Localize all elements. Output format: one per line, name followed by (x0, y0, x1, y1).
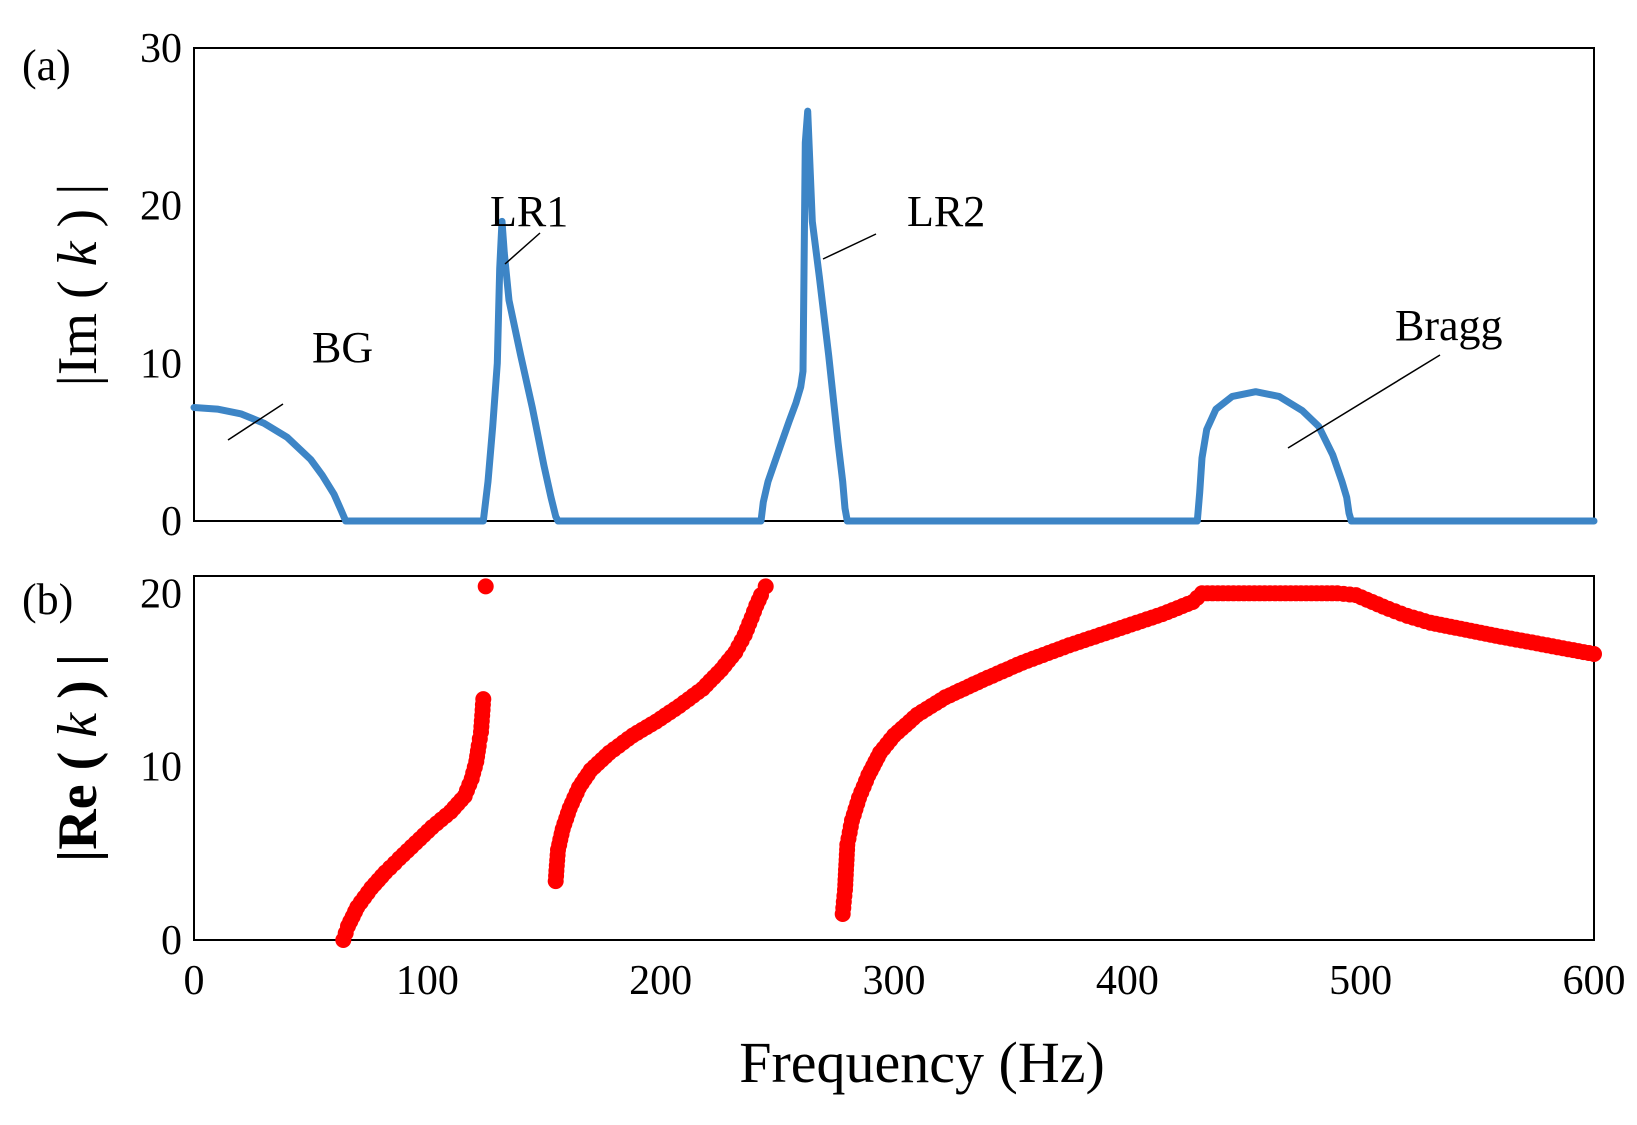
panel-a-ytick-label: 0 (161, 499, 182, 545)
annotation-lr1-leader (504, 232, 541, 265)
panel-b-ylabel: |Re ( k ) | (47, 654, 109, 862)
panel-b-xtick-label: 500 (1329, 958, 1392, 1004)
panel-b-series (335, 578, 1602, 948)
annotation-bg-leader (227, 403, 284, 441)
x-axis-label: Frequency (Hz) (739, 1030, 1105, 1095)
im-k-series-line (190, 107, 1598, 525)
panel-a-ytick-label: 20 (140, 184, 182, 230)
panel-b-xtick-label: 0 (184, 958, 205, 1004)
panel-b-frame (193, 575, 1595, 941)
panel-b-xtick-label: 400 (1096, 958, 1159, 1004)
annotation-bragg-leader (1287, 354, 1441, 449)
annotation-bragg: Bragg (1395, 301, 1503, 350)
panel-b-label: (b) (22, 575, 73, 624)
panel-a-label: (a) (22, 41, 71, 90)
re-k-point (475, 691, 492, 708)
panel-b-xticks: 0 100 200 300 400 500 600 (184, 958, 1626, 1004)
annotation-lr2: LR2 (907, 187, 985, 236)
panel-b-xtick-label: 200 (629, 958, 692, 1004)
re-k-point (1586, 646, 1602, 662)
panel-a-yticks: 0 10 20 30 (140, 26, 182, 545)
panel-b-xtick-label: 100 (396, 958, 459, 1004)
annotation-lr2-leader (822, 233, 877, 260)
panel-a-series (190, 107, 1598, 525)
panel-b-yticks: 0 10 20 (140, 571, 182, 964)
panel-a-ytick-label: 10 (140, 341, 182, 387)
panel-a-ylabel: |Im ( k ) | (47, 184, 109, 387)
panel-a-frame (193, 47, 1595, 522)
panel-a-ytick-label: 30 (140, 26, 182, 72)
annotation-lr1: LR1 (490, 187, 568, 236)
panel-b-xtick-label: 300 (863, 958, 926, 1004)
panel-b-ytick-label: 10 (140, 745, 182, 791)
annotation-bg: BG (312, 323, 373, 372)
panel-b-xtick-label: 600 (1563, 958, 1626, 1004)
re-k-point (757, 578, 774, 595)
panel-b-ytick-label: 0 (161, 918, 182, 964)
panel-b-ytick-label: 20 (140, 571, 182, 617)
re-k-point (477, 578, 494, 595)
